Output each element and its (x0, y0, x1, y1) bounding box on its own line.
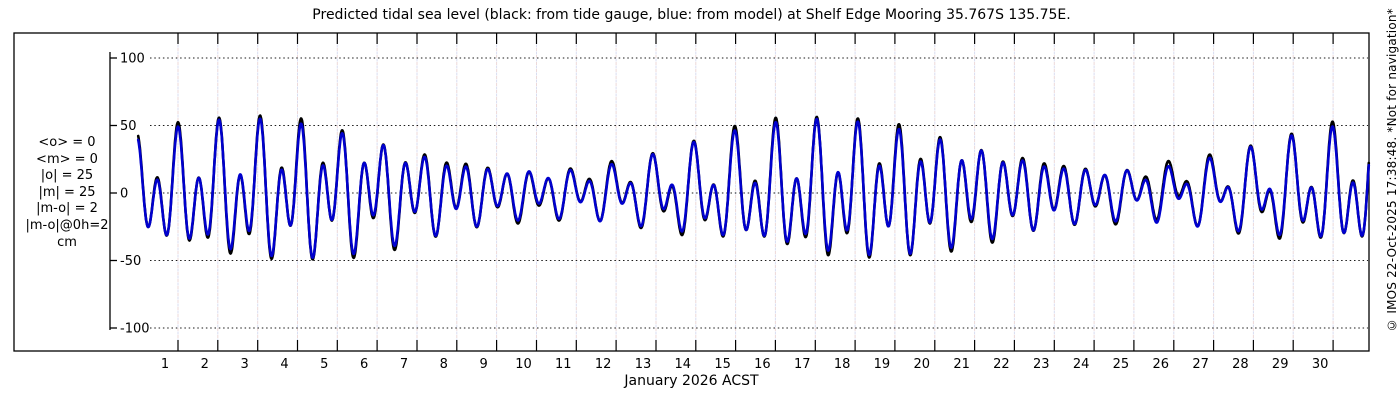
day-tick-label: 26 (1153, 357, 1170, 372)
model-curve (136, 117, 1371, 259)
day-tick-label: 24 (1073, 357, 1090, 372)
stats-block: <o> = 0 <m> = 0 |o| = 25 |m| = 25 |m-o| … (8, 135, 126, 251)
day-tick-label: 19 (874, 357, 891, 372)
y-tick-label: -100 (120, 322, 150, 337)
imos-watermark: © IMOS 22-Oct-2025 17:38:48. *Not for na… (1385, 8, 1399, 332)
day-tick-label: 9 (479, 357, 487, 372)
day-tick-label: 29 (1272, 357, 1289, 372)
day-tick-label: 10 (515, 357, 532, 372)
day-tick-label: 28 (1232, 357, 1249, 372)
stat-abs-diff: |m-o| = 2 (36, 201, 98, 217)
day-tick-label: 5 (320, 357, 328, 372)
y-tick-label: -50 (120, 254, 141, 269)
y-tick-label: 100 (120, 52, 145, 67)
day-tick-label: 22 (993, 357, 1010, 372)
day-tick-label: 17 (794, 357, 811, 372)
day-tick-label: 21 (953, 357, 970, 372)
day-tick-label: 6 (360, 357, 368, 372)
stat-abs-diff-0h: |m-o|@0h=2 (25, 217, 109, 233)
day-tick-label: 3 (241, 357, 249, 372)
y-tick-label: 50 (120, 119, 137, 134)
stat-mean-model: <m> = 0 (36, 151, 98, 167)
day-tick-label: 14 (675, 357, 692, 372)
day-tick-label: 27 (1192, 357, 1209, 372)
day-tick-label: 15 (714, 357, 731, 372)
day-tick-label: 30 (1312, 357, 1329, 372)
stat-units: cm (57, 234, 77, 250)
stat-abs-model: |m| = 25 (38, 184, 96, 200)
day-tick-label: 8 (440, 357, 448, 372)
day-tick-label: 1 (161, 357, 169, 372)
day-tick-label: 25 (1113, 357, 1130, 372)
day-tick-label: 11 (555, 357, 572, 372)
plot-frame (13, 32, 1370, 352)
stat-abs-observed: |o| = 25 (40, 168, 94, 184)
y-tick-label: 0 (120, 187, 128, 202)
x-axis-label: January 2026 ACST (624, 373, 759, 389)
day-tick-label: 2 (201, 357, 209, 372)
chart-title: Predicted tidal sea level (black: from t… (312, 7, 1071, 23)
day-tick-label: 23 (1033, 357, 1050, 372)
day-tick-label: 12 (595, 357, 612, 372)
day-tick-label: 20 (914, 357, 931, 372)
day-tick-label: 13 (635, 357, 652, 372)
day-tick-label: 4 (280, 357, 288, 372)
day-tick-label: 18 (834, 357, 851, 372)
day-tick-label: 7 (400, 357, 408, 372)
day-tick-label: 16 (754, 357, 771, 372)
stat-mean-observed: <o> = 0 (38, 135, 96, 150)
